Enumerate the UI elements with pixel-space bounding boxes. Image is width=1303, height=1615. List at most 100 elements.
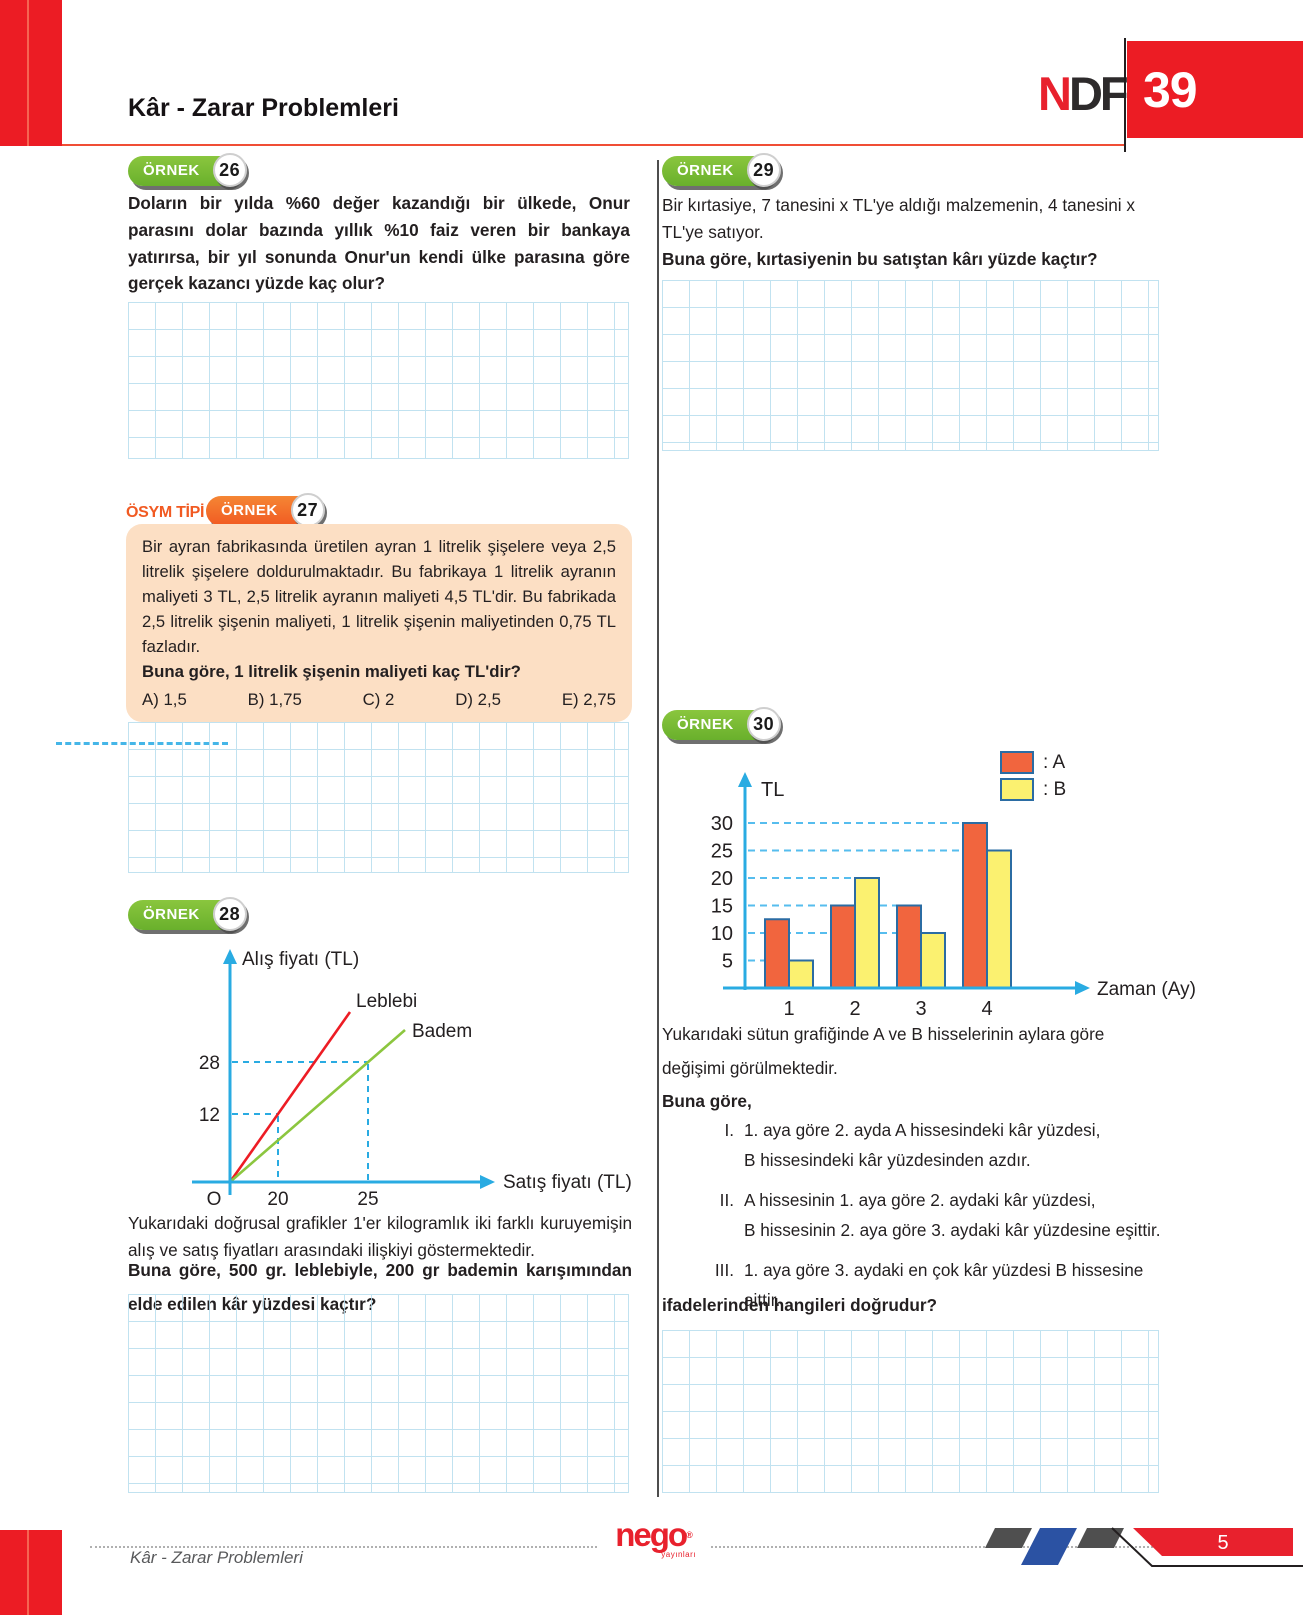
badge-label: ÖRNEK [143, 906, 200, 923]
example-27-highlight-box: Bir ayran fabrikasında üretilen ayran 1 … [126, 524, 632, 723]
statement-1-numeral: I. [724, 1120, 734, 1140]
registered-mark-icon: ® [686, 1530, 693, 1540]
header-rule [62, 144, 1124, 146]
red-bar-divider [27, 1530, 29, 1615]
svg-text:5: 5 [722, 951, 733, 973]
choice-b: B) 1,75 [247, 690, 302, 710]
statement-2-numeral: II. [719, 1190, 734, 1211]
example-29-question: Buna göre, kırtasiyenin bu satıştan kârı… [662, 248, 1098, 269]
bottom-left-red-bar [0, 1530, 62, 1615]
svg-text:TL: TL [761, 779, 784, 801]
page-title: Kâr - Zarar Problemleri [128, 94, 399, 122]
y-axis-label: Alış fiyatı (TL) [242, 949, 359, 970]
badem-line [229, 1029, 406, 1183]
statement-line: B hissesindeki kâr yüzdesinden azdır. [744, 1149, 1031, 1170]
svg-text:3: 3 [915, 998, 926, 1019]
leblebi-label: Leblebi [356, 991, 417, 1012]
page-number-banner [1133, 1528, 1293, 1556]
worksheet-grid [128, 302, 629, 459]
svg-text:15: 15 [711, 896, 733, 918]
example-30-question: ifadelerinden hangileri doğrudur? [662, 1295, 938, 1315]
blue-stripe-icon [1021, 1528, 1077, 1565]
svg-text:20: 20 [711, 868, 733, 890]
statement-line: B hissesinin 2. aya göre 3. aydaki kâr y… [744, 1219, 1161, 1240]
brand-number: 39 [1143, 62, 1198, 118]
x-axis-label: Satış fiyatı (TL) [503, 1172, 632, 1193]
brand-letters-df: DF [1068, 67, 1129, 120]
badge-number: 27 [290, 493, 325, 527]
worksheet-grid [662, 1330, 1159, 1493]
footer-section-title: Kâr - Zarar Problemleri [130, 1548, 303, 1567]
example-30-desc: Yukarıdaki sütun grafiğinde A ve B hisse… [662, 1024, 1105, 1078]
column-divider [657, 160, 659, 1497]
x-axis-arrow-icon [480, 1175, 495, 1189]
logo-wordmark: nego [615, 1516, 688, 1553]
y-tick-28: 28 [199, 1053, 220, 1074]
svg-text:4: 4 [981, 998, 992, 1019]
brand-number-box: 39 [1127, 41, 1303, 138]
statement-2: II. A hissesinin 1. aya göre 2. aydaki k… [694, 1186, 1164, 1245]
badge-number: 28 [212, 897, 247, 931]
top-left-red-bar [0, 0, 62, 146]
brand-logo: NDF [1038, 66, 1129, 121]
x-tick-20: 20 [267, 1189, 288, 1210]
badge-label: ÖRNEK [677, 716, 734, 733]
badge-number: 29 [746, 153, 781, 187]
badge-label: ÖRNEK [677, 162, 734, 179]
gray-stripe-icon [985, 1528, 1032, 1548]
example-28-desc: Yukarıdaki doğrusal grafikler 1'er kilog… [128, 1213, 632, 1260]
example-28-badge: ÖRNEK 28 [128, 897, 247, 931]
statements-list: I. 1. aya göre 2. ayda A hissesindeki kâ… [694, 1116, 1164, 1326]
svg-text:1: 1 [783, 998, 794, 1019]
statement-2-text: A hissesinin 1. aya göre 2. aydaki kâr y… [744, 1186, 1161, 1245]
legend-swatch-A [1000, 751, 1034, 774]
example-27-question: Buna göre, 1 litrelik şişenin maliyeti k… [142, 662, 521, 682]
x-tick-25: 25 [357, 1189, 378, 1210]
statement-3: III. 1. aya göre 3. aydaki en çok kâr yü… [694, 1256, 1164, 1315]
choice-e: E) 2,75 [561, 690, 616, 710]
legend-swatch-B [1000, 778, 1034, 801]
worksheet-grid [662, 280, 1159, 451]
y-tick-12: 12 [199, 1105, 220, 1126]
svg-text:Zaman (Ay): Zaman (Ay) [1097, 979, 1196, 1000]
brand-divider-line [1124, 38, 1126, 152]
example-29-body: Bir kırtasiye, 7 tanesini x TL'ye aldığı… [662, 195, 1135, 242]
leblebi-line [228, 1011, 352, 1183]
publisher-logo: nego® yayınları [598, 1506, 710, 1578]
page-number: 5 [1217, 1532, 1228, 1554]
publisher-logo-subtext: yayınları [661, 1550, 696, 1559]
red-bar-divider [27, 0, 29, 146]
choice-c: C) 2 [362, 690, 395, 710]
legend-row-b: : B [1000, 776, 1066, 803]
y-axis-arrow-icon [223, 949, 237, 964]
publisher-logo-text: nego® [598, 1506, 710, 1564]
statement-line: 1. aya göre 3. aydaki en çok kâr yüzdesi… [744, 1260, 1144, 1281]
example-27-badge: ÖRNEK 27 [206, 493, 325, 527]
choice-a: A) 1,5 [142, 690, 187, 710]
example-29-text: Bir kırtasiye, 7 tanesini x TL'ye aldığı… [662, 192, 1162, 272]
badge-label: ÖRNEK [143, 162, 200, 179]
badge-number: 30 [746, 707, 781, 741]
svg-text:2: 2 [849, 998, 860, 1019]
footer-decoration: 5 [985, 1527, 1303, 1567]
legend-label-a: : A [1043, 751, 1066, 773]
chart-legend: : A : B [1000, 749, 1066, 803]
badem-label: Badem [412, 1021, 472, 1042]
statement-3-numeral: III. [714, 1260, 734, 1281]
brand-letter-n: N [1038, 67, 1072, 120]
example-27-choices: A) 1,5 B) 1,75 C) 2 D) 2,5 E) 2,75 [142, 690, 616, 710]
svg-text:30: 30 [711, 813, 733, 835]
badge-number: 26 [212, 153, 247, 187]
svg-text:10: 10 [711, 923, 733, 945]
example-30-lead: Buna göre, [662, 1091, 752, 1111]
statement-1: I. 1. aya göre 2. ayda A hissesindeki kâ… [694, 1116, 1164, 1175]
price-line-chart: Alış fiyatı (TL) Satış fiyatı (TL) Leble… [192, 949, 632, 1210]
example-26-text: Doların bir yılda %60 değer kazandığı bi… [128, 193, 630, 294]
gray-stripe-icon [1077, 1528, 1124, 1548]
legend-row-a: : A [1000, 749, 1066, 776]
example-27-text: Bir ayran fabrikasında üretilen ayran 1 … [142, 537, 616, 656]
stock-bar-chart: 5 10 15 20 25 30 1 2 3 4 TL Zaman (Ay) [711, 772, 1196, 1019]
statement-3-text: 1. aya göre 3. aydaki en çok kâr yüzdesi… [744, 1256, 1143, 1315]
worksheet-grid [128, 1294, 629, 1493]
